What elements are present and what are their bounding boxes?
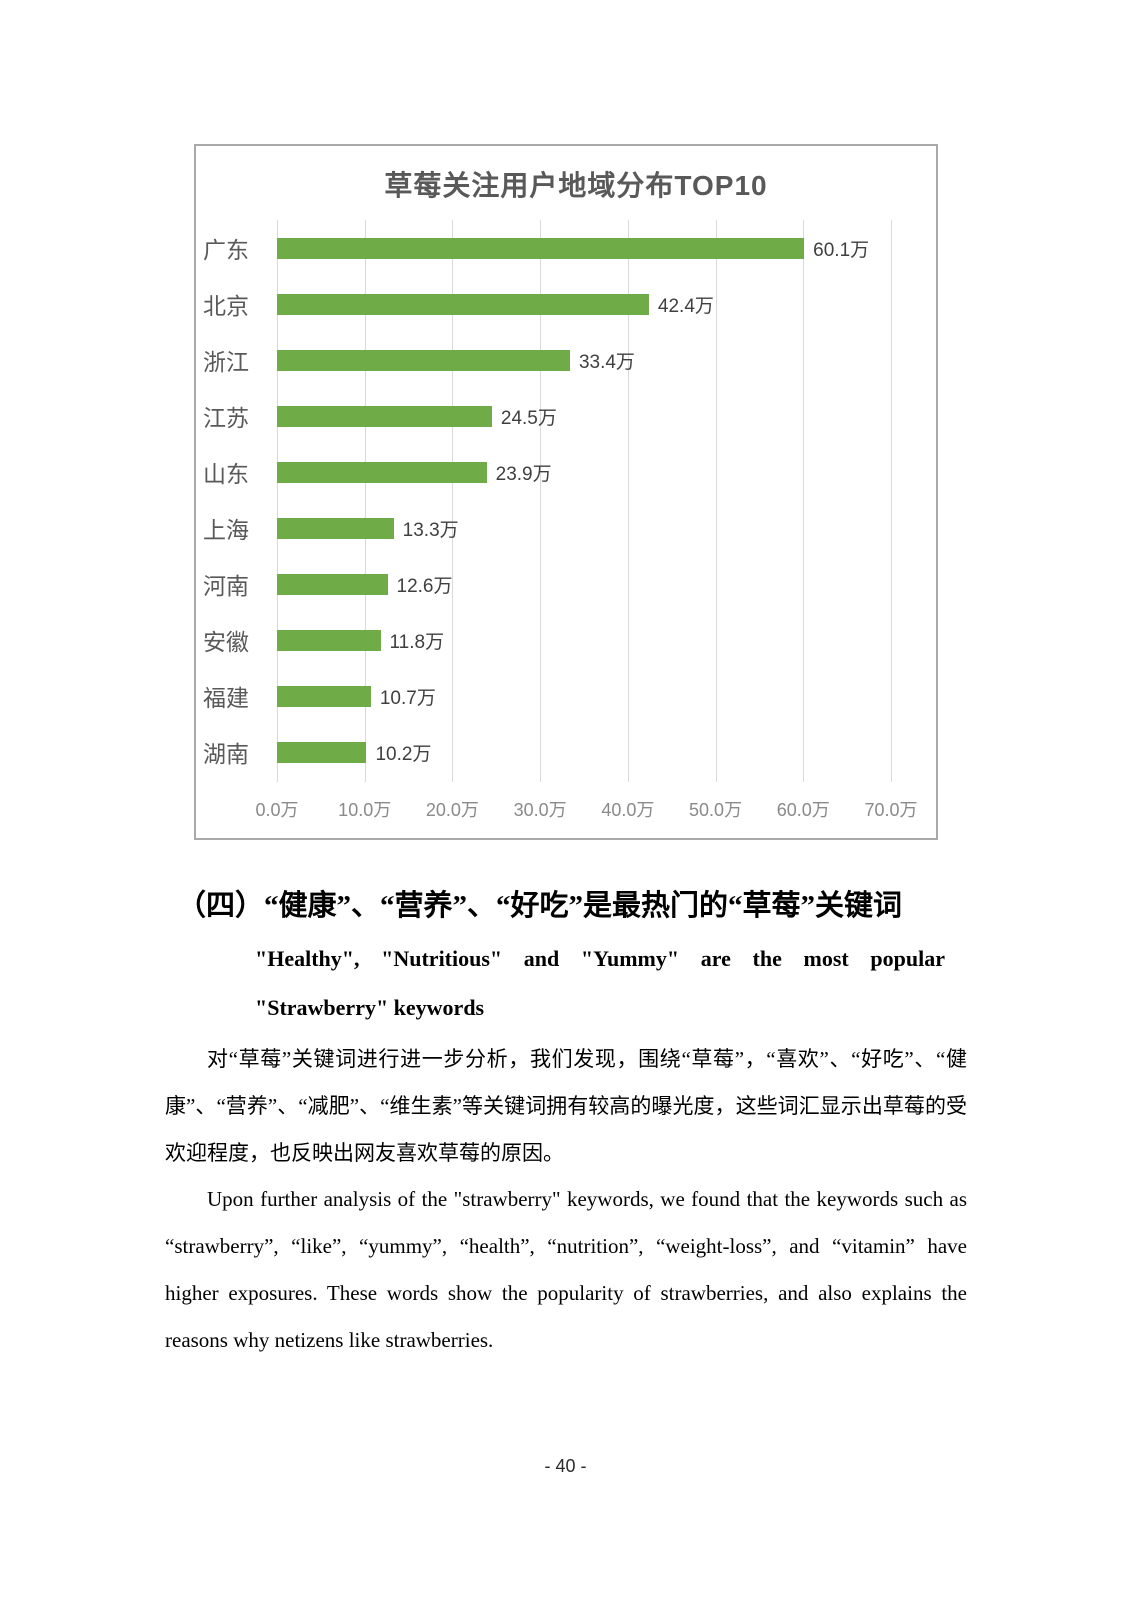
x-tick-label: 30.0万 <box>513 800 567 820</box>
value-label: 10.7万 <box>379 687 436 709</box>
x-tick-label: 50.0万 <box>689 800 743 820</box>
chart-row: 河南 12.6万 <box>196 556 936 612</box>
bar <box>277 405 492 427</box>
chart-row: 福建 10.7万 <box>196 668 936 724</box>
chart-row: 上海 13.3万 <box>196 500 936 556</box>
chart-row: 北京 42.4万 <box>196 276 936 332</box>
bar <box>277 685 371 707</box>
bar <box>277 573 388 595</box>
category-label: 北京 <box>203 293 249 319</box>
chart-row: 浙江 33.4万 <box>196 332 936 388</box>
page-number: - 40 - <box>544 1456 587 1476</box>
value-label: 11.8万 <box>389 631 445 653</box>
section-heading-zh: （四）“健康”、“营养”、“好吃”是最热门的“草莓”关键词 <box>177 890 903 922</box>
value-label: 60.1万 <box>813 239 870 261</box>
category-label: 广东 <box>203 237 249 263</box>
bar-track: 11.8万 <box>277 612 891 668</box>
chart-title: 草莓关注用户地域分布TOP10 <box>384 170 768 201</box>
value-label: 10.2万 <box>375 743 432 765</box>
bar-track: 24.5万 <box>277 388 891 444</box>
category-label: 江苏 <box>203 405 249 431</box>
category-label: 浙江 <box>203 349 249 375</box>
bar-track: 10.2万 <box>277 724 891 780</box>
category-label: 安徽 <box>203 629 249 655</box>
gridline <box>627 220 629 782</box>
bar-track: 60.1万 <box>277 220 891 276</box>
chart-row: 安徽 11.8万 <box>196 612 936 668</box>
bar <box>277 517 394 539</box>
paragraph-zh: 对“草莓”关键词进行进一步分析，我们发现，围绕“草莓”，“喜欢”、“好吃”、“健… <box>165 1047 967 1165</box>
bar-chart: 草莓关注用户地域分布TOP10 广东 60.1万北京 42.4万浙江 33.4万江苏 2… <box>194 144 938 840</box>
bar-track: 23.9万 <box>277 444 891 500</box>
chart-row: 江苏 24.5万 <box>196 388 936 444</box>
bar-track: 12.6万 <box>277 556 891 612</box>
category-label: 山东 <box>203 461 249 487</box>
x-tick-label: 20.0万 <box>425 800 479 820</box>
bar-track: 33.4万 <box>277 332 891 388</box>
bar-track: 13.3万 <box>277 500 891 556</box>
gridline <box>891 220 892 782</box>
category-label: 福建 <box>203 685 249 711</box>
value-label: 12.6万 <box>396 575 453 597</box>
value-label: 33.4万 <box>578 351 635 373</box>
x-tick-label: 0.0万 <box>255 800 299 820</box>
chart-row: 湖南 10.2万 <box>196 724 936 780</box>
section-heading-en: "Healthy", "Nutritious" and "Yummy" are … <box>255 946 945 1020</box>
category-label: 湖南 <box>203 741 249 767</box>
value-label: 23.9万 <box>495 463 552 485</box>
bar-track: 42.4万 <box>277 276 891 332</box>
bar <box>277 629 381 651</box>
value-label: 13.3万 <box>402 519 459 541</box>
x-tick-label: 40.0万 <box>601 800 655 820</box>
gridline <box>540 220 542 782</box>
bar <box>277 349 570 371</box>
bar <box>277 461 487 483</box>
chart-row: 山东 23.9万 <box>196 444 936 500</box>
bar <box>277 293 649 315</box>
bar <box>277 237 805 259</box>
gridline <box>452 220 454 782</box>
x-tick-label: 70.0万 <box>864 800 918 820</box>
gridline <box>364 220 366 782</box>
bar-track: 10.7万 <box>277 668 891 724</box>
paragraph-en: Upon further analysis of the "strawberry… <box>165 1187 967 1352</box>
bar <box>277 741 367 763</box>
category-label: 上海 <box>203 517 249 543</box>
chart-row: 广东 60.1万 <box>196 220 936 276</box>
value-label: 42.4万 <box>657 295 714 317</box>
x-tick-label: 10.0万 <box>338 800 392 820</box>
x-axis-tick-labels: 0.0万 10.0万 20.0万 30.0万 40.0万 50.0万 60.0万 70.0万 <box>255 796 917 822</box>
value-label: 24.5万 <box>500 407 557 429</box>
category-label: 河南 <box>203 573 249 599</box>
chart-rows: 广东 60.1万北京 42.4万浙江 33.4万江苏 24.5万山东 23.9万上海 13.… <box>196 220 936 780</box>
chart-plot-area <box>277 220 892 782</box>
gridline <box>803 220 805 782</box>
gridline <box>715 220 717 782</box>
x-tick-label: 60.0万 <box>776 800 830 820</box>
gridline <box>277 220 278 782</box>
